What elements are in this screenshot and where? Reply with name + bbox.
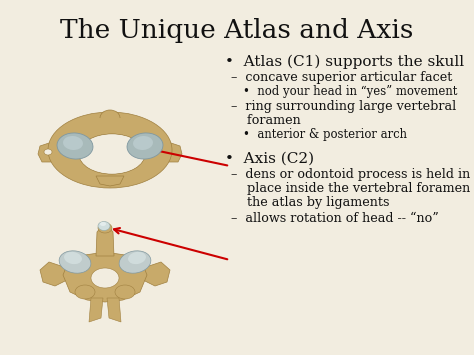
Text: •  nod your head in “yes” movement: • nod your head in “yes” movement — [243, 85, 457, 98]
Ellipse shape — [98, 222, 110, 230]
Ellipse shape — [115, 285, 135, 299]
Ellipse shape — [57, 133, 93, 159]
Polygon shape — [155, 140, 182, 162]
Ellipse shape — [55, 135, 93, 165]
Ellipse shape — [64, 252, 82, 264]
Ellipse shape — [80, 135, 145, 174]
Text: –  ring surrounding large vertebral: – ring surrounding large vertebral — [231, 100, 456, 113]
Ellipse shape — [98, 223, 112, 233]
Ellipse shape — [91, 268, 119, 288]
Ellipse shape — [79, 134, 145, 174]
Ellipse shape — [44, 149, 52, 155]
Polygon shape — [107, 298, 121, 322]
Ellipse shape — [100, 222, 106, 226]
Polygon shape — [96, 176, 124, 186]
Polygon shape — [40, 262, 67, 286]
Text: –  dens or odontoid process is held in: – dens or odontoid process is held in — [231, 168, 470, 181]
Polygon shape — [96, 226, 114, 256]
Ellipse shape — [128, 252, 146, 264]
Text: •  Axis (C2): • Axis (C2) — [225, 152, 314, 166]
Ellipse shape — [100, 110, 120, 126]
Text: The Unique Atlas and Axis: The Unique Atlas and Axis — [60, 18, 414, 43]
Text: the atlas by ligaments: the atlas by ligaments — [231, 196, 390, 209]
Ellipse shape — [127, 135, 165, 165]
Ellipse shape — [133, 136, 153, 150]
Text: •  anterior & posterior arch: • anterior & posterior arch — [243, 128, 407, 141]
Text: •  Atlas (C1) supports the skull: • Atlas (C1) supports the skull — [225, 55, 464, 69]
Polygon shape — [143, 262, 170, 286]
Ellipse shape — [119, 251, 151, 273]
Polygon shape — [63, 252, 147, 302]
Ellipse shape — [127, 133, 163, 159]
Text: –  concave superior articular facet: – concave superior articular facet — [231, 71, 452, 84]
Ellipse shape — [48, 112, 172, 188]
Ellipse shape — [63, 136, 83, 150]
Text: foramen: foramen — [231, 114, 301, 127]
Text: –  allows rotation of head -- “no”: – allows rotation of head -- “no” — [231, 212, 439, 225]
Polygon shape — [92, 118, 128, 132]
Polygon shape — [38, 140, 65, 162]
Ellipse shape — [75, 285, 95, 299]
Text: place inside the vertebral foramen of: place inside the vertebral foramen of — [231, 182, 474, 195]
Ellipse shape — [79, 134, 145, 174]
Ellipse shape — [59, 251, 91, 273]
Polygon shape — [89, 298, 103, 322]
